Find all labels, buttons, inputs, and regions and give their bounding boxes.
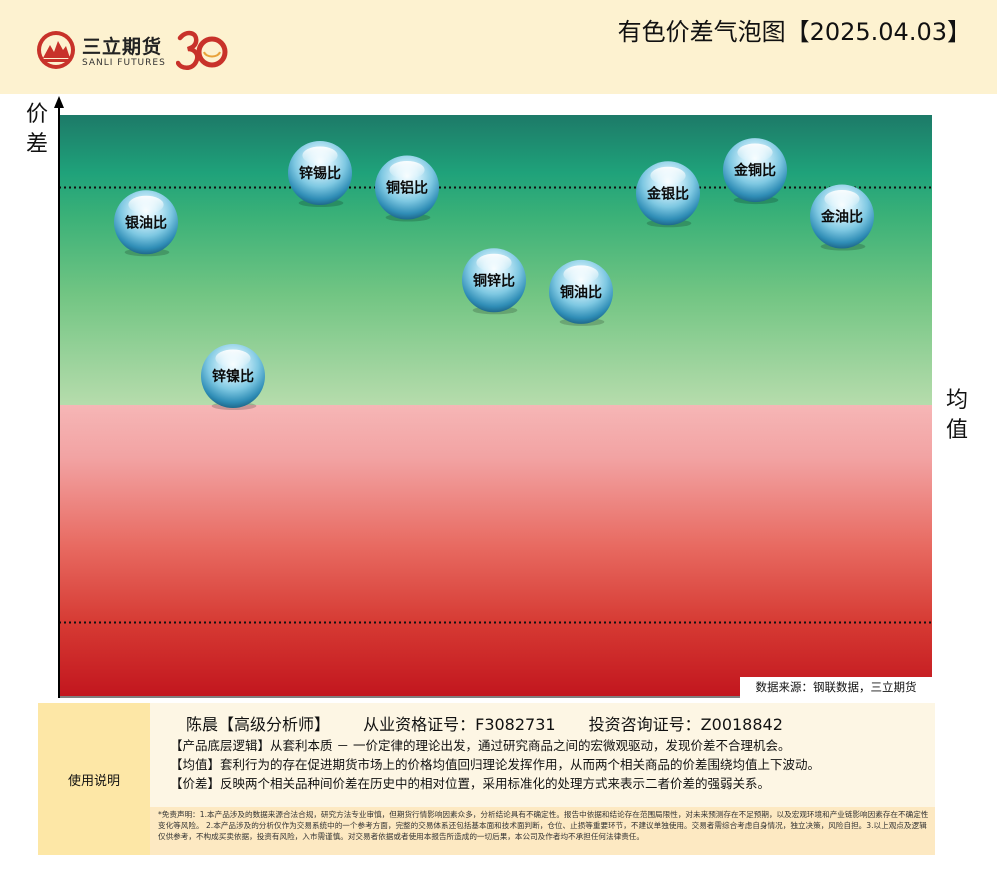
bubble-label: 锌镍比	[212, 368, 254, 385]
bubble-label: 银油比	[125, 214, 167, 231]
disclaimer: *免责声明：1.本产品涉及的数据来源合法合规，研究方法专业审慎，但期货行情影响因…	[150, 807, 935, 855]
bubble-highlight	[215, 349, 251, 368]
company-logo: 三立期货 SANLI FUTURES	[36, 28, 228, 74]
bubble-4: 铜铝比	[375, 155, 439, 222]
note-spread: 【价差】反映两个相关品种间价差在历史中的相对位置，采用标准化的处理方式来表示二者…	[170, 776, 771, 791]
bubble-label: 铜锌比	[473, 272, 515, 289]
usage-label: 使用说明	[38, 703, 150, 855]
header-banner: 三立期货 SANLI FUTURES 有色价差气泡图【2025.04.03】	[0, 0, 997, 94]
data-source: 数据来源：钢联数据，三立期货	[740, 677, 932, 698]
bubble-9: 金油比	[810, 184, 874, 251]
brand-name-cn: 三立期货	[82, 36, 163, 58]
below-mean-zone	[59, 405, 932, 696]
bubble-label: 铜油比	[560, 284, 602, 301]
bubble-1: 银油比	[114, 190, 178, 257]
bubble-7: 金银比	[636, 161, 700, 228]
brand-name-en: SANLI FUTURES	[82, 58, 166, 68]
bubble-5: 铜锌比	[462, 248, 526, 315]
bubble-highlight	[476, 253, 512, 272]
bubble-label: 金铜比	[733, 162, 776, 179]
bubble-highlight	[128, 195, 164, 214]
bubble-3: 锌锡比	[288, 141, 352, 207]
analyst-name: 陈晨【高级分析师】	[186, 715, 331, 734]
page-title: 有色价差气泡图【2025.04.03】	[617, 18, 971, 46]
note-logic: 【产品底层逻辑】从套利本质 － 一价定律的理论出发，通过研究商品之间的宏微观驱动…	[170, 738, 791, 753]
usage-panel: 使用说明 陈晨【高级分析师】 从业资格证号：F3082731 投资咨询证号：Z0…	[38, 703, 935, 855]
sanli-logo-icon	[37, 31, 75, 69]
bubble-label: 金银比	[646, 185, 689, 202]
bubble-8: 金铜比	[723, 138, 787, 205]
consulting-number: 投资咨询证号：Z0018842	[588, 715, 783, 734]
bubble-label: 锌锡比	[299, 165, 341, 182]
note-mean: 【均值】套利行为的存在促进期货市场上的价格均值回归理论发挥作用，从而两个相关商品…	[170, 757, 821, 772]
bubble-label: 金油比	[820, 209, 863, 226]
usage-content: 陈晨【高级分析师】 从业资格证号：F3082731 投资咨询证号：Z001884…	[150, 703, 935, 855]
analyst-info: 陈晨【高级分析师】 从业资格证号：F3082731 投资咨询证号：Z001884…	[186, 711, 811, 735]
bubble-highlight	[650, 166, 686, 185]
y-axis-arrow-icon	[54, 96, 64, 108]
bubble-highlight	[389, 160, 425, 179]
y-axis-label: 价差	[25, 102, 48, 157]
mean-axis-label: 均值	[945, 388, 968, 443]
bubble-highlight	[824, 189, 860, 208]
usage-notes: 【产品底层逻辑】从套利本质 － 一价定律的理论出发，通过研究商品之间的宏微观驱动…	[170, 736, 820, 793]
qualification-number: 从业资格证号：F3082731	[363, 715, 556, 734]
bubble-2: 锌镍比	[201, 344, 265, 410]
bubble-highlight	[737, 143, 773, 162]
bubble-highlight	[302, 146, 338, 165]
plot-area: 银油比锌镍比 锌锡比铜铝比铜锌比铜油比 金银比 金铜比金油比	[59, 115, 932, 696]
bubble-6: 铜油比	[549, 259, 613, 326]
bubble-label: 铜铝比	[386, 180, 428, 197]
anniversary-30-icon	[176, 30, 228, 70]
bubble-highlight	[563, 265, 599, 284]
